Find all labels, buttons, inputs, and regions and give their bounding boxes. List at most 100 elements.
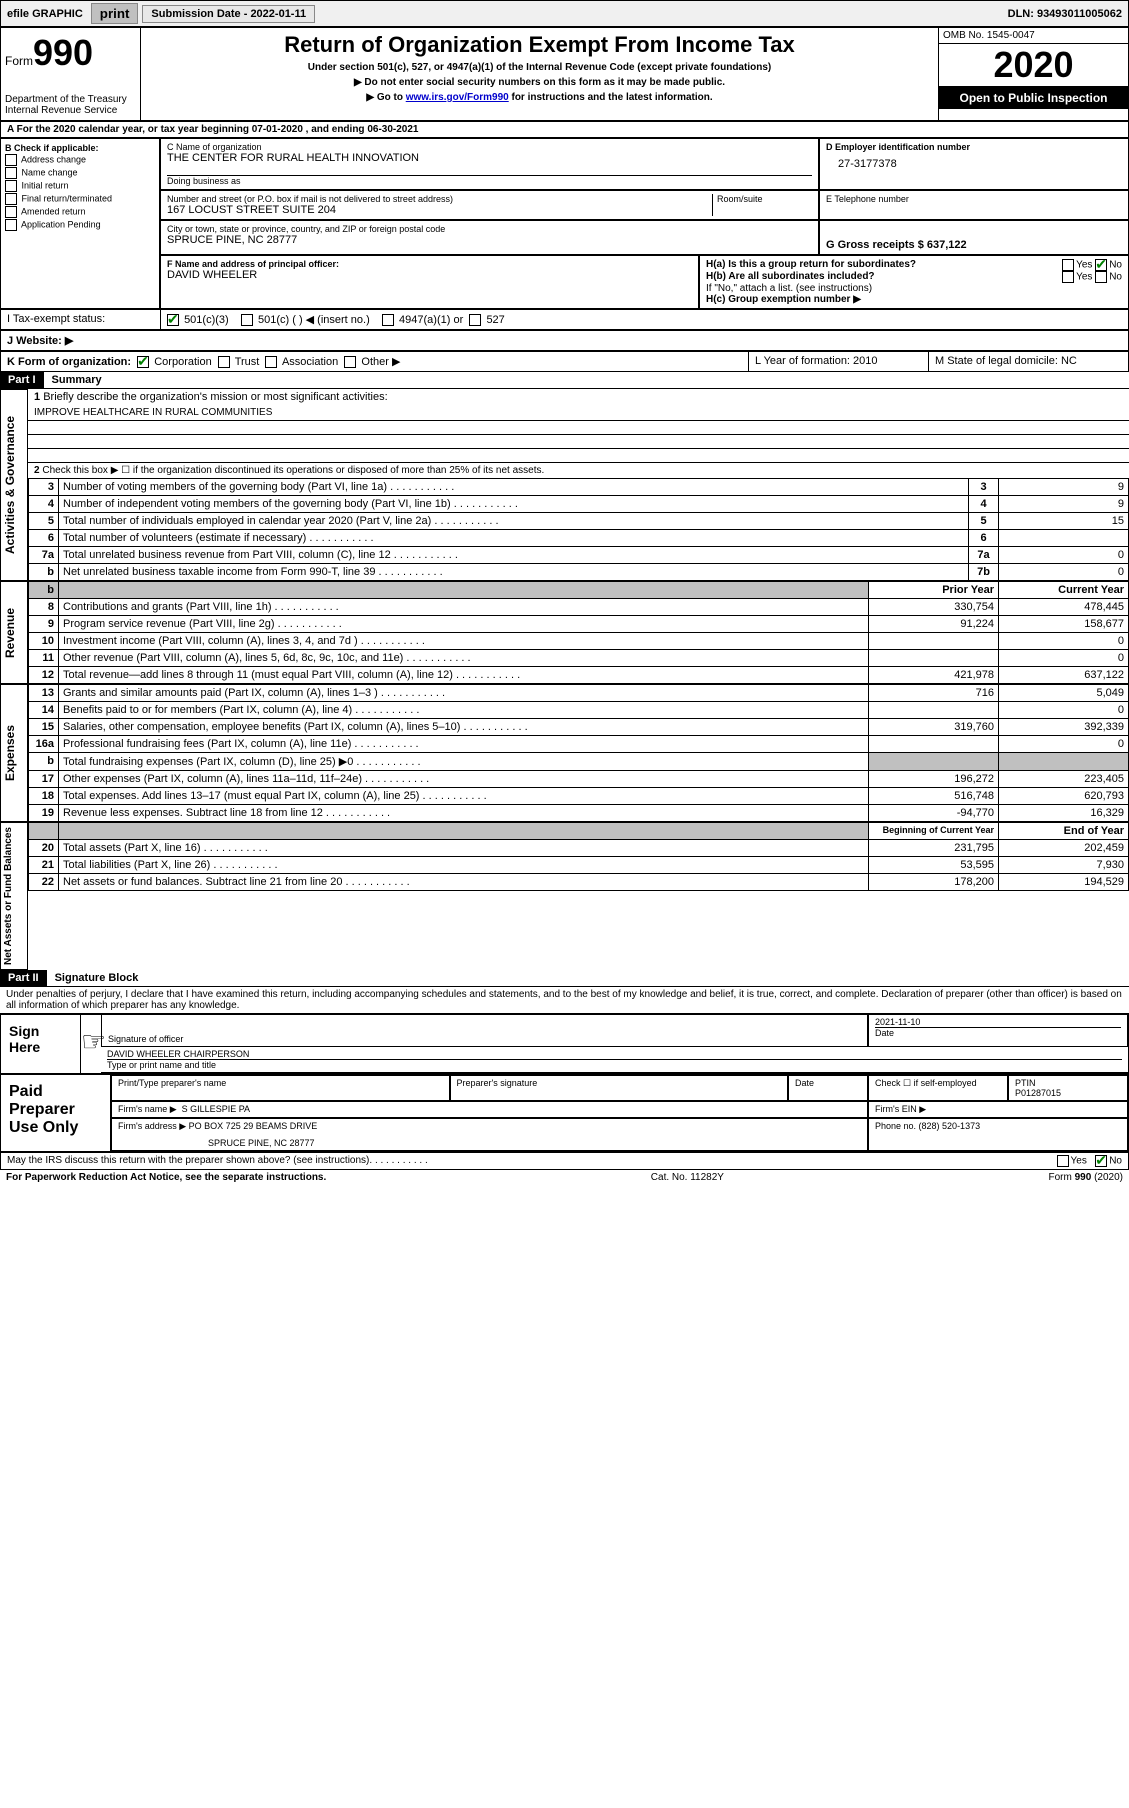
sign-pointer-icon: ☞ xyxy=(81,1015,101,1073)
tax-year-line: A For the 2020 calendar year, or tax yea… xyxy=(0,121,1129,138)
table-row: bNet unrelated business taxable income f… xyxy=(29,564,1129,581)
paid-preparer-label: Paid Preparer Use Only xyxy=(1,1075,111,1151)
hb-yes[interactable] xyxy=(1062,271,1074,283)
j-label: J Website: ▶ xyxy=(1,331,1128,350)
tax-year: 2020 xyxy=(939,44,1128,87)
section-b-label: B Check if applicable: xyxy=(5,143,155,153)
discuss-question: May the IRS discuss this return with the… xyxy=(7,1155,369,1167)
firm-addr1: PO BOX 725 29 BEAMS DRIVE xyxy=(189,1121,318,1131)
omb-label: OMB No. 1545-0047 xyxy=(939,28,1128,44)
table-row: 7aTotal unrelated business revenue from … xyxy=(29,547,1129,564)
cb-initial-return[interactable]: Initial return xyxy=(5,180,155,192)
table-row: 12Total revenue—add lines 8 through 11 (… xyxy=(29,667,1129,684)
ha-no[interactable] xyxy=(1095,259,1107,271)
gov-table: 3Number of voting members of the governi… xyxy=(28,478,1129,581)
tax-status-row: I Tax-exempt status: 501(c)(3) 501(c) ( … xyxy=(0,309,1129,330)
section-cdefg: C Name of organization THE CENTER FOR RU… xyxy=(160,138,1129,309)
line1-label: Briefly describe the organization's miss… xyxy=(43,391,387,403)
cb-trust[interactable] xyxy=(218,356,230,368)
form-number: 990 xyxy=(33,32,93,73)
gross-receipts: G Gross receipts $ 637,122 xyxy=(819,220,1129,255)
k-label: K Form of organization: xyxy=(7,356,131,368)
city-box: City or town, state or province, country… xyxy=(160,220,819,255)
cb-4947[interactable] xyxy=(382,314,394,326)
cb-assoc[interactable] xyxy=(265,356,277,368)
sign-here-section: Sign Here ☞ Signature of officer 2021-11… xyxy=(0,1014,1129,1074)
print-button[interactable]: print xyxy=(91,3,139,24)
m-label: M State of legal domicile: NC xyxy=(928,352,1128,371)
discuss-yes[interactable] xyxy=(1057,1155,1069,1167)
cb-final-return[interactable]: Final return/terminated xyxy=(5,193,155,205)
room-label: Room/suite xyxy=(712,194,812,216)
revenue-table: bPrior YearCurrent Year 8Contributions a… xyxy=(28,581,1129,684)
cb-corp[interactable] xyxy=(137,356,149,368)
street-value: 167 LOCUST STREET SUITE 204 xyxy=(167,204,712,216)
part2-header-row: Part II Signature Block xyxy=(0,970,1129,987)
part2-title: Signature Block xyxy=(47,970,147,986)
top-bar: efile GRAPHIC print Submission Date - 20… xyxy=(0,0,1129,27)
table-row: 9Program service revenue (Part VIII, lin… xyxy=(29,616,1129,633)
expenses-table: 13Grants and similar amounts paid (Part … xyxy=(28,684,1129,822)
city-label: City or town, state or province, country… xyxy=(167,224,812,234)
org-name: THE CENTER FOR RURAL HEALTH INNOVATION xyxy=(167,152,812,164)
table-row: 8Contributions and grants (Part VIII, li… xyxy=(29,599,1129,616)
hb-note: If "No," attach a list. (see instruction… xyxy=(706,283,1122,294)
firm-phone: Phone no. (828) 520-1373 xyxy=(868,1118,1128,1151)
form-note1: ▶ Do not enter social security numbers o… xyxy=(145,77,934,88)
cb-address-change[interactable]: Address change xyxy=(5,154,155,166)
ha-label: H(a) Is this a group return for subordin… xyxy=(706,259,916,270)
cb-name-change[interactable]: Name change xyxy=(5,167,155,179)
submission-date: Submission Date - 2022-01-11 xyxy=(142,5,315,23)
declaration-text: Under penalties of perjury, I declare th… xyxy=(0,987,1129,1014)
table-row: 4Number of independent voting members of… xyxy=(29,496,1129,513)
g-label: G Gross receipts $ 637,122 xyxy=(826,239,967,251)
col-prior: Prior Year xyxy=(869,582,999,599)
officer-box: F Name and address of principal officer:… xyxy=(160,255,699,309)
col-curr: Current Year xyxy=(999,582,1129,599)
hb-no[interactable] xyxy=(1095,271,1107,283)
discuss-no[interactable] xyxy=(1095,1155,1107,1167)
mission-blank2 xyxy=(28,435,1129,449)
efile-label: efile GRAPHIC xyxy=(1,6,89,22)
section-b: B Check if applicable: Address change Na… xyxy=(0,138,160,309)
name-box: C Name of organization THE CENTER FOR RU… xyxy=(160,138,819,190)
cb-other[interactable] xyxy=(344,356,356,368)
footer-row: For Paperwork Reduction Act Notice, see … xyxy=(0,1170,1129,1185)
table-row: 21Total liabilities (Part X, line 26)53,… xyxy=(29,857,1129,874)
discuss-row: May the IRS discuss this return with the… xyxy=(0,1152,1129,1170)
firm-name: S GILLESPIE PA xyxy=(182,1104,250,1114)
cb-amended[interactable]: Amended return xyxy=(5,206,155,218)
sig-officer-label: Signature of officer xyxy=(101,1015,868,1047)
d-label: D Employer identification number xyxy=(826,142,1122,152)
table-row: 17Other expenses (Part IX, column (A), l… xyxy=(29,771,1129,788)
ha-yes[interactable] xyxy=(1062,259,1074,271)
paid-preparer-section: Paid Preparer Use Only Print/Type prepar… xyxy=(0,1074,1129,1152)
cb-501c3[interactable] xyxy=(167,314,179,326)
cb-527[interactable] xyxy=(469,314,481,326)
cb-501c[interactable] xyxy=(241,314,253,326)
open-public-label: Open to Public Inspection xyxy=(939,87,1128,109)
form-title: Return of Organization Exempt From Incom… xyxy=(145,32,934,58)
part1-header: Part I xyxy=(0,372,44,388)
instructions-link[interactable]: www.irs.gov/Form990 xyxy=(406,92,509,103)
col-eoy: End of Year xyxy=(999,823,1129,840)
sign-here-label: Sign Here xyxy=(1,1015,81,1073)
side-expenses: Expenses xyxy=(0,684,28,822)
dots xyxy=(369,1155,427,1167)
officer-name-title: DAVID WHEELER CHAIRPERSON xyxy=(107,1049,1122,1059)
ptin-label: PTIN xyxy=(1015,1078,1121,1088)
dept-label: Department of the Treasury Internal Reve… xyxy=(5,94,136,116)
k-row: K Form of organization: Corporation Trus… xyxy=(0,351,1129,372)
note2-pre: ▶ Go to xyxy=(366,92,405,103)
sign-date-value: 2021-11-10 xyxy=(875,1017,1121,1027)
part2-header: Part II xyxy=(0,970,47,986)
cb-application-pending[interactable]: Application Pending xyxy=(5,219,155,231)
sign-date-label: Date xyxy=(875,1027,1121,1038)
table-row: 5Total number of individuals employed in… xyxy=(29,513,1129,530)
mission-blank3 xyxy=(28,449,1129,463)
firm-addr-label: Firm's address ▶ xyxy=(118,1121,186,1131)
form-number-box: Form990 Department of the Treasury Inter… xyxy=(1,28,141,120)
self-employed-label: Check ☐ if self-employed xyxy=(868,1075,1008,1101)
ptin-value: P01287015 xyxy=(1015,1088,1121,1098)
firm-name-label: Firm's name ▶ xyxy=(118,1104,177,1114)
